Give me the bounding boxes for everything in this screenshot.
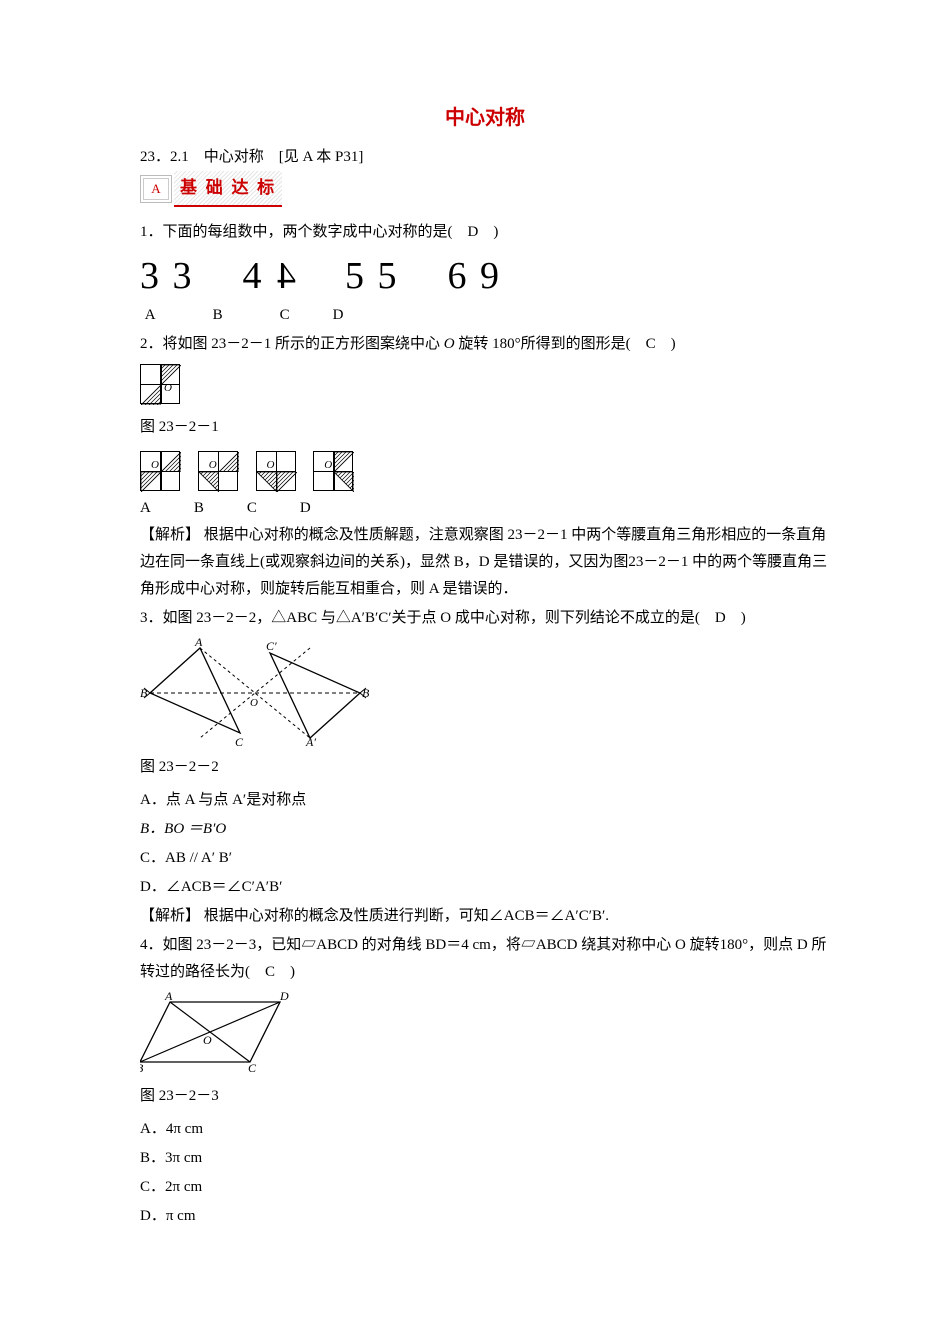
pair-d: 6 9 (448, 255, 502, 297)
banner-badge: A (140, 175, 172, 203)
q1-prompt: 1．下面的每组数中，两个数字成中心对称的是( D ) (140, 219, 830, 246)
q4-opt-d: D．π cm (140, 1203, 830, 1230)
q4-figure: A D B C O (140, 992, 290, 1077)
q2-prompt: 2．将如图 23－2－1 所示的正方形图案绕中心 O 旋转 180°所得到的图形… (140, 331, 830, 358)
svg-text:O: O (250, 697, 258, 709)
q4-opt-c: C．2π cm (140, 1174, 830, 1201)
svg-text:B: B (140, 1061, 144, 1075)
question-3: 3．如图 23－2－2，△ABC 与△A′B′C′关于点 O 成中心对称，则下列… (140, 605, 830, 930)
q1-options: ABCD (140, 302, 830, 329)
q3-opt-d: D．∠ACB＝∠C′A′B′ (140, 874, 830, 901)
q2-fig-label: 图 23－2－1 (140, 414, 830, 441)
q2-choice-c: O (256, 451, 296, 491)
banner-text: 基 础 达 标 (174, 171, 282, 208)
q3-prompt: 3．如图 23－2－2，△ABC 与△A′B′C′关于点 O 成中心对称，则下列… (140, 605, 830, 632)
question-1: 1．下面的每组数中，两个数字成中心对称的是( D ) 3 3 4 4 5 5 6… (140, 219, 830, 329)
svg-text:A: A (194, 638, 203, 649)
q1-digit-pairs: 3 3 4 4 5 5 6 9 (140, 248, 830, 302)
svg-text:O: O (203, 1033, 212, 1047)
q3-opt-c: C．AB // A′ B′ (140, 845, 830, 872)
question-2: 2．将如图 23－2－1 所示的正方形图案绕中心 O 旋转 180°所得到的图形… (140, 331, 830, 603)
svg-text:B: B (140, 686, 148, 700)
q2-original-figure: O (140, 364, 180, 404)
q3-figure: A B C C′ B′ A′ O (140, 638, 370, 748)
q2-analysis: 【解析】 根据中心对称的概念及性质解题，注意观察图 23－2－1 中两个等腰直角… (140, 522, 830, 603)
pair-c: 5 5 (345, 255, 399, 297)
main-title: 中心对称 (140, 100, 830, 136)
svg-text:B′: B′ (362, 686, 370, 700)
level-banner: A 基 础 达 标 (140, 175, 282, 203)
q4-opt-a: A．4π cm (140, 1116, 830, 1143)
q2-choice-d: O (313, 451, 353, 491)
svg-text:C: C (248, 1061, 257, 1075)
question-4: 4．如图 23－2－3，已知▱ABCD 的对角线 BD＝4 cm，将▱ABCD … (140, 932, 830, 1230)
q4-opt-b: B．3π cm (140, 1145, 830, 1172)
q3-opt-b: B．BO ＝B′O (140, 816, 830, 843)
svg-text:D: D (279, 992, 289, 1003)
q2-choice-b: O (198, 451, 238, 491)
svg-text:C′: C′ (266, 639, 277, 653)
svg-text:A′: A′ (305, 735, 316, 748)
q2-choice-a: O (140, 451, 180, 491)
q3-opt-a: A．点 A 与点 A′是对称点 (140, 787, 830, 814)
pair-b: 4 4 (243, 255, 297, 297)
q2-choice-row: O O O O (140, 447, 830, 495)
svg-text:C: C (235, 735, 244, 748)
q3-analysis: 【解析】 根据中心对称的概念及性质进行判断，可知∠ACB＝∠A′C′B′. (140, 903, 830, 930)
subtitle: 23．2.1 中心对称 [见 A 本 P31] (140, 144, 830, 171)
q4-prompt: 4．如图 23－2－3，已知▱ABCD 的对角线 BD＝4 cm，将▱ABCD … (140, 932, 830, 986)
q4-fig-label: 图 23－2－3 (140, 1083, 830, 1110)
q2-options: ABCD (140, 495, 830, 522)
svg-text:A: A (164, 992, 173, 1003)
q3-fig-label: 图 23－2－2 (140, 754, 830, 781)
pair-a: 3 3 (140, 255, 194, 297)
